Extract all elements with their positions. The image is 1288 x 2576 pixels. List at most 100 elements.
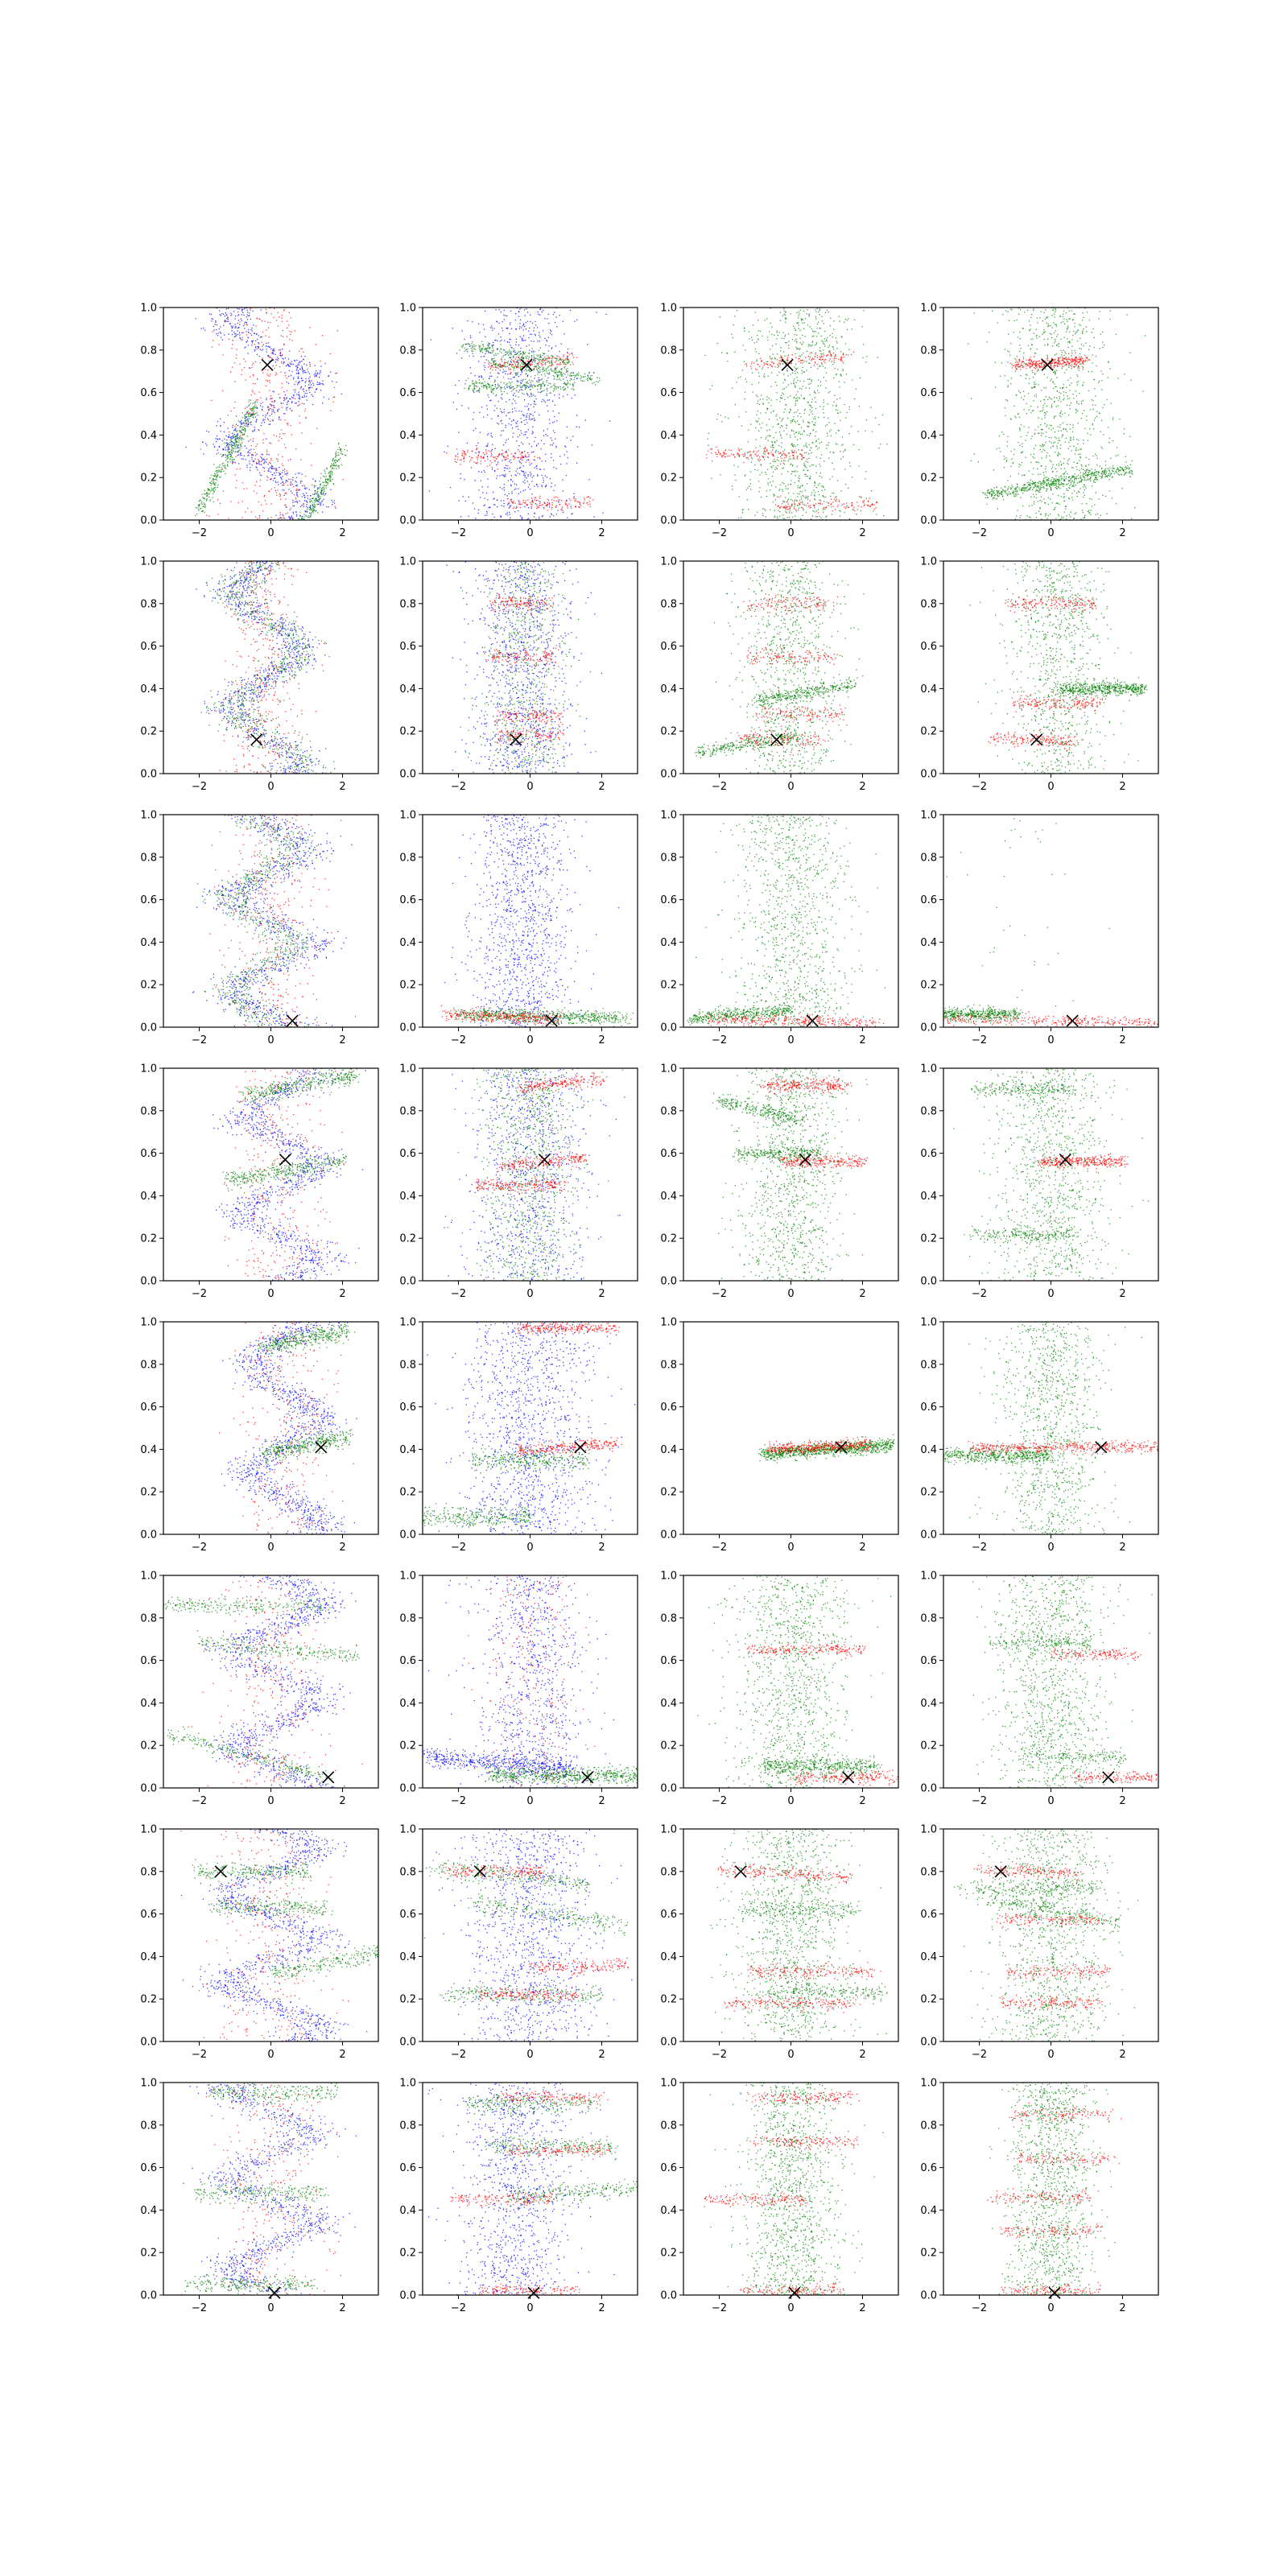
scatter-point <box>295 511 296 512</box>
scatter-point <box>303 359 304 360</box>
scatter-point <box>203 506 204 507</box>
scatter-point <box>514 401 515 402</box>
scatter-point <box>250 400 251 401</box>
scatter-point <box>279 493 280 494</box>
scatter-point <box>573 375 574 376</box>
scatter-point <box>235 462 236 463</box>
scatter-point <box>256 400 257 401</box>
scatter-point <box>786 342 787 343</box>
scatter-point <box>525 315 526 316</box>
scatter-point <box>513 433 514 434</box>
scatter-point <box>758 330 759 331</box>
scatter-point <box>806 443 807 444</box>
scatter-point <box>572 383 573 384</box>
scatter-point <box>756 394 757 395</box>
scatter-point <box>487 478 488 479</box>
scatter-point <box>824 489 825 490</box>
scatter-point <box>278 325 279 326</box>
scatter-point <box>525 379 526 380</box>
scatter-point <box>511 453 512 454</box>
scatter-point <box>776 385 777 386</box>
scatter-point <box>252 330 253 331</box>
scatter-point <box>514 354 515 355</box>
scatter-point <box>482 492 483 493</box>
scatter-point <box>808 426 809 427</box>
scatter-point <box>311 443 312 444</box>
scatter-point <box>521 442 522 443</box>
scatter-point <box>577 374 578 375</box>
scatter-point <box>479 347 480 348</box>
scatter-point <box>251 445 252 446</box>
scatter-point <box>270 467 271 468</box>
scatter-point <box>241 431 242 432</box>
scatter-point <box>487 486 488 487</box>
scatter-point <box>472 321 473 322</box>
scatter-point <box>526 456 527 457</box>
scatter-point <box>737 466 738 467</box>
scatter-point <box>210 491 211 492</box>
scatter-point <box>547 367 548 368</box>
scatter-point <box>785 319 786 320</box>
scatter-point <box>248 455 249 456</box>
scatter-point <box>781 447 782 448</box>
scatter-point <box>757 335 758 336</box>
scatter-point <box>238 327 239 328</box>
scatter-point <box>803 328 804 329</box>
scatter-point <box>256 454 257 455</box>
scatter-point <box>842 437 843 438</box>
scatter-point <box>273 365 274 366</box>
scatter-point <box>285 482 286 483</box>
scatter-point <box>559 351 560 352</box>
scatter-point <box>535 503 536 504</box>
scatter-point <box>511 386 512 387</box>
scatter-point <box>775 432 776 433</box>
scatter-point <box>523 500 524 501</box>
scatter-point <box>734 352 735 353</box>
scatter-point <box>530 394 531 395</box>
scatter-point <box>295 489 296 490</box>
scatter-point <box>545 503 546 504</box>
scatter-point <box>239 332 240 333</box>
scatter-point <box>244 434 245 435</box>
scatter-point <box>289 331 290 332</box>
scatter-point <box>821 442 822 443</box>
scatter-point <box>220 464 221 465</box>
scatter-point <box>300 515 301 516</box>
scatter-point <box>250 449 251 450</box>
scatter-point <box>282 407 283 408</box>
scatter-point <box>815 316 816 317</box>
scatter-point <box>222 449 223 450</box>
scatter-point <box>296 490 297 491</box>
scatter-point <box>234 447 235 448</box>
scatter-point <box>522 379 523 380</box>
scatter-point <box>559 386 560 387</box>
scatter-point <box>275 361 276 362</box>
scatter-point <box>278 459 279 460</box>
scatter-point <box>212 483 213 484</box>
scatter-point <box>495 353 496 354</box>
scatter-point <box>529 417 530 418</box>
scatter-point <box>345 445 346 446</box>
scatter-point <box>802 367 803 368</box>
scatter-point <box>506 386 507 387</box>
scatter-point <box>721 421 722 422</box>
scatter-point <box>796 312 797 313</box>
scatter-point <box>772 353 773 354</box>
scatter-point <box>275 374 276 375</box>
scatter-point <box>242 430 243 431</box>
scatter-point <box>252 342 253 343</box>
scatter-point <box>556 379 557 380</box>
scatter-point <box>531 446 532 447</box>
scatter-point <box>274 308 275 309</box>
scatter-point <box>845 484 846 485</box>
scatter-point <box>460 478 461 479</box>
scatter-point <box>218 452 219 453</box>
scatter-point <box>211 488 212 489</box>
scatter-point <box>285 413 286 414</box>
scatter-point <box>254 459 255 460</box>
scatter-point <box>317 512 318 513</box>
scatter-point <box>209 477 210 478</box>
scatter-point <box>501 516 502 517</box>
scatter-point <box>267 369 268 370</box>
scatter-point <box>810 405 811 406</box>
